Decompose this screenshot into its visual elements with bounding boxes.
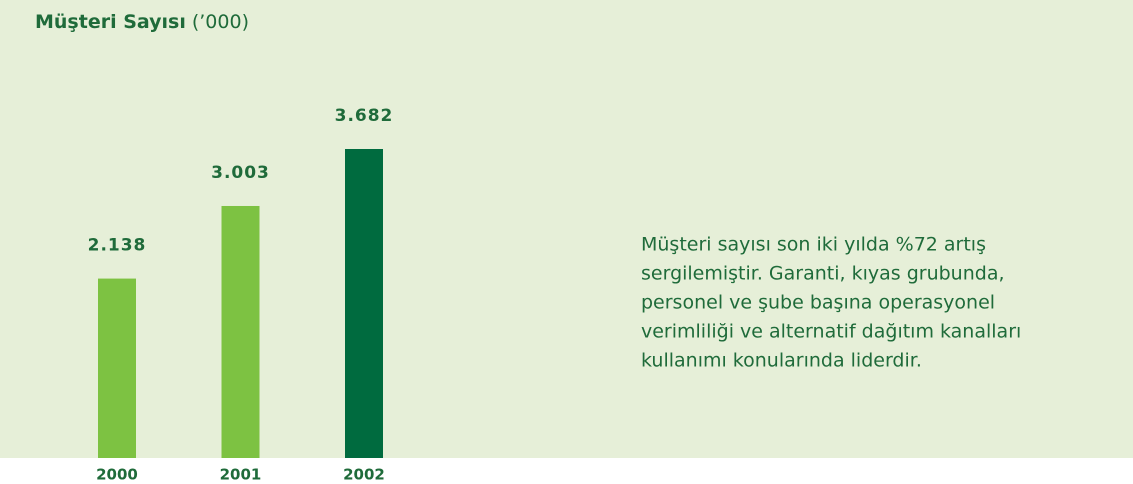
annotation-line: Müşteri sayısı son iki yılda %72 artış (641, 234, 986, 256)
annotation-line: kullanımı konularında liderdir. (641, 350, 922, 372)
value-label: 3.003 (211, 163, 270, 183)
annotation-line: sergilemiştir. Garanti, kıyas grubunda, (641, 263, 1005, 285)
value-label: 3.682 (335, 106, 394, 126)
x-tick-label: 2002 (343, 466, 385, 484)
title: Müşteri Sayısı (35, 11, 186, 33)
bar (345, 149, 383, 458)
chart-title: Müşteri Sayısı (’000) (35, 11, 249, 33)
annotation-line: verimliliği ve alternatif dağıtım kanall… (641, 321, 1021, 343)
bar (221, 205, 260, 458)
value-label: 2.138 (88, 236, 147, 256)
bar (98, 278, 136, 458)
annotation-line: personel ve şube başına operasyonel (641, 292, 995, 314)
panel (0, 0, 1133, 458)
x-tick-label: 2000 (96, 466, 138, 484)
unit: (’000) (192, 11, 249, 33)
x-tick-label: 2001 (220, 466, 262, 484)
